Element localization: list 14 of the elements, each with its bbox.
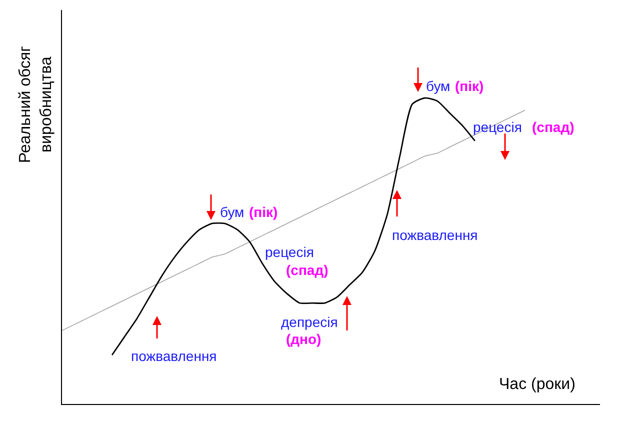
y-axis-title: Реальний обсяг виробництва [17, 46, 55, 163]
annotation: (дно) [286, 331, 322, 347]
annotation: бум [220, 204, 244, 220]
annotation: (спад) [286, 262, 328, 278]
annotation: пожвавлення [131, 348, 217, 364]
annotation: рецесія [473, 119, 522, 135]
annotation: депресія [281, 314, 338, 330]
annotation: (спад) [532, 119, 574, 135]
x-axis-title: Час (роки) [499, 376, 576, 393]
annotation: рецесія [265, 244, 314, 260]
text: (пік) [455, 78, 484, 94]
annotation: (пік) [249, 204, 278, 220]
annotation: пожвавлення [392, 227, 478, 243]
text: бум [426, 78, 450, 94]
